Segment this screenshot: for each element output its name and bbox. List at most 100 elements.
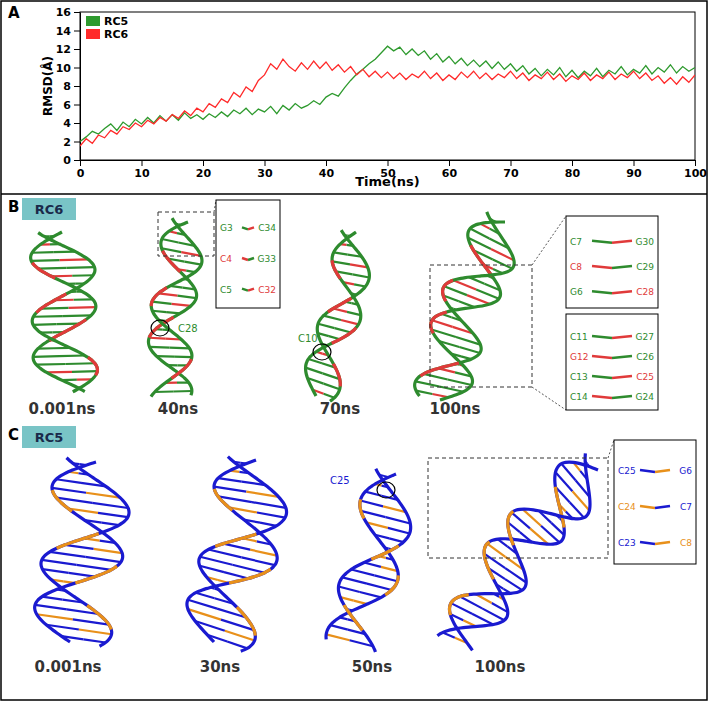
x-tick: 0 bbox=[77, 160, 85, 180]
y-tick-mark bbox=[74, 105, 80, 106]
inset-base bbox=[640, 470, 655, 472]
inset-base bbox=[612, 376, 632, 378]
residue-label: C25 bbox=[330, 475, 350, 486]
backbone-segment bbox=[484, 542, 493, 580]
residue-label: G24 bbox=[636, 392, 655, 402]
snapshot-time: 50ns bbox=[352, 658, 393, 676]
base bbox=[52, 488, 86, 493]
y-tick: 16 bbox=[56, 6, 80, 19]
y-tick: 6 bbox=[63, 99, 80, 112]
snapshot: 40nsC28G3C34C4G33C5C32 bbox=[148, 200, 280, 418]
base bbox=[83, 639, 105, 642]
base bbox=[487, 544, 505, 557]
base bbox=[306, 368, 323, 374]
y-tick-label: 8 bbox=[63, 80, 71, 93]
base bbox=[459, 347, 480, 353]
y-tick-label: 4 bbox=[63, 117, 71, 130]
base bbox=[94, 549, 123, 553]
inset-base bbox=[612, 356, 632, 358]
base bbox=[36, 363, 65, 366]
marker-circle bbox=[151, 320, 169, 336]
inset-base bbox=[592, 266, 612, 268]
plot-frame bbox=[80, 12, 695, 160]
base bbox=[173, 390, 192, 393]
base bbox=[66, 362, 95, 365]
zoom-box bbox=[430, 265, 532, 387]
x-tick-mark bbox=[572, 160, 573, 166]
base bbox=[60, 258, 88, 261]
series-line bbox=[80, 46, 695, 141]
zoom-box bbox=[428, 458, 608, 558]
backbone-segment bbox=[385, 575, 398, 595]
base bbox=[257, 513, 285, 518]
x-tick: 100 bbox=[684, 160, 707, 180]
panel-c: CRC50.001ns30ns50nsC25100nsC25G6C24C7C23… bbox=[8, 426, 696, 676]
base bbox=[50, 552, 86, 557]
snapshot: 0.001ns bbox=[34, 458, 129, 676]
y-tick-mark bbox=[74, 49, 80, 50]
base bbox=[367, 584, 392, 590]
base bbox=[92, 503, 128, 508]
base bbox=[35, 605, 67, 610]
base bbox=[184, 262, 201, 265]
zoom-connector bbox=[608, 440, 614, 458]
residue-label: C26 bbox=[636, 352, 654, 362]
base bbox=[79, 630, 112, 635]
backbone-segment bbox=[449, 595, 468, 616]
backbone-segment bbox=[508, 511, 514, 545]
y-tick-mark bbox=[74, 31, 80, 32]
base bbox=[76, 565, 111, 570]
x-tick-mark bbox=[326, 160, 327, 166]
base bbox=[570, 502, 584, 517]
inset-base bbox=[612, 291, 632, 293]
backbone-segment bbox=[328, 298, 352, 312]
backbone-segment bbox=[36, 294, 66, 313]
residue-label: C14 bbox=[570, 392, 588, 402]
base bbox=[196, 593, 215, 599]
panel-label: C bbox=[8, 426, 19, 444]
base bbox=[364, 563, 381, 567]
panel-b: BRC60.001ns40nsC28G3C34C4G33C5C3270nsC10… bbox=[8, 198, 658, 418]
x-tick-label: 80 bbox=[565, 167, 581, 180]
x-tick-mark bbox=[203, 160, 204, 166]
base bbox=[72, 370, 97, 373]
backbone bbox=[31, 232, 96, 392]
backbone-segment bbox=[443, 280, 453, 301]
residue-label: C25 bbox=[636, 372, 654, 382]
snapshot: 70nsC10 bbox=[298, 230, 369, 418]
inset-base bbox=[612, 241, 632, 243]
x-tick-label: 30 bbox=[257, 167, 273, 180]
base bbox=[482, 608, 504, 620]
base bbox=[448, 379, 472, 385]
backbone-segment bbox=[332, 328, 356, 344]
backbone-segment bbox=[371, 546, 398, 560]
y-tick: 2 bbox=[63, 136, 80, 149]
base bbox=[339, 587, 360, 592]
base bbox=[332, 261, 350, 264]
x-tick-mark bbox=[265, 160, 266, 166]
residue-label: C8 bbox=[680, 538, 692, 548]
base bbox=[324, 384, 340, 390]
backbone-segment bbox=[555, 487, 564, 528]
y-axis: 0246810121416 bbox=[56, 6, 81, 167]
panel-a: A01020304050607080901000246810121416Time… bbox=[8, 4, 707, 189]
base bbox=[416, 381, 440, 386]
backbone-segment bbox=[172, 359, 192, 378]
backbone-segment bbox=[149, 317, 173, 338]
x-tick: 10 bbox=[134, 160, 150, 180]
base bbox=[85, 557, 121, 562]
base bbox=[150, 346, 170, 349]
x-tick-label: 60 bbox=[442, 167, 458, 180]
x-tick-mark bbox=[511, 160, 512, 166]
backbone-segment bbox=[87, 605, 111, 629]
backbone-segment bbox=[52, 490, 72, 511]
inset-base bbox=[640, 506, 655, 508]
base bbox=[38, 267, 66, 270]
residue-label: C10 bbox=[298, 333, 318, 344]
y-tick: 8 bbox=[63, 80, 80, 93]
inset-base bbox=[655, 470, 670, 472]
y-tick-label: 0 bbox=[63, 154, 71, 167]
backbone bbox=[41, 458, 129, 647]
y-tick-mark bbox=[74, 142, 80, 143]
x-tick-mark bbox=[142, 160, 143, 166]
